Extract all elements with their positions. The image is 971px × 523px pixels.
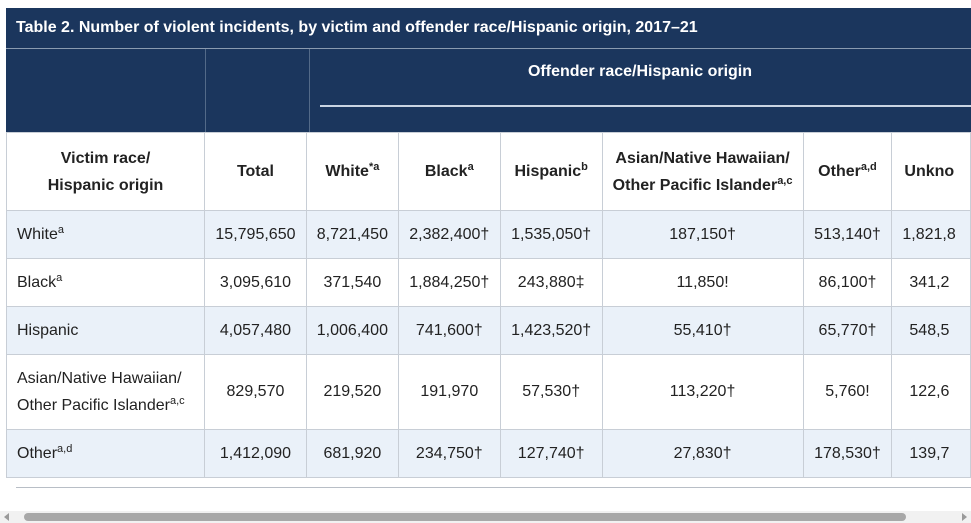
row-label: Whitea — [6, 210, 206, 259]
table-row: Whitea 15,795,650 8,721,450 2,382,400† 1… — [6, 210, 971, 259]
scroll-left-arrow-icon[interactable] — [4, 513, 9, 521]
table-cell: 27,830† — [601, 429, 804, 478]
column-header-unknown: Unkno — [891, 132, 971, 211]
group-header-row: Offender race/Hispanic origin — [6, 49, 971, 132]
table-cell: 513,140† — [802, 210, 893, 259]
table-cell: 1,412,090 — [204, 429, 307, 478]
table-cell: 243,880‡ — [499, 258, 603, 307]
horizontal-scrollbar[interactable] — [0, 511, 971, 523]
table-cell: 548,5 — [891, 306, 971, 355]
table-row: Blacka 3,095,610 371,540 1,884,250† 243,… — [6, 258, 971, 307]
table-cell: 2,382,400† — [397, 210, 501, 259]
table-cell: 187,150† — [601, 210, 804, 259]
column-header-row: Victim race/Hispanic origin Total White*… — [6, 132, 971, 211]
table-cell: 11,850! — [601, 258, 804, 307]
scroll-right-arrow-icon[interactable] — [962, 513, 967, 521]
table-cell: 65,770† — [802, 306, 893, 355]
row-label: Asian/Native Hawaiian/Other Pacific Isla… — [6, 354, 206, 430]
table-cell: 8,721,450 — [305, 210, 399, 259]
header-divider — [309, 49, 310, 132]
table-cell: 3,095,610 — [204, 258, 307, 307]
table-cell: 1,423,520† — [499, 306, 603, 355]
table-cell: 57,530† — [499, 354, 603, 430]
table-cell: 234,750† — [397, 429, 501, 478]
column-header-victim: Victim race/Hispanic origin — [6, 132, 206, 211]
table-cell: 4,057,480 — [204, 306, 307, 355]
table-cell: 829,570 — [204, 354, 307, 430]
table-cell: 178,530† — [802, 429, 893, 478]
table-cell: 5,760! — [802, 354, 893, 430]
table-row: Othera,d 1,412,090 681,920 234,750† 127,… — [6, 429, 971, 478]
table-row: Asian/Native Hawaiian/Other Pacific Isla… — [6, 354, 971, 430]
row-label: Hispanic — [6, 306, 206, 355]
incidents-table: Victim race/Hispanic origin Total White*… — [6, 132, 971, 478]
column-header-white: White*a — [305, 132, 399, 211]
column-header-black: Blacka — [397, 132, 501, 211]
column-header-hispanic: Hispanicb — [499, 132, 603, 211]
table-frame: Table 2. Number of violent incidents, by… — [6, 8, 971, 511]
scrollbar-thumb[interactable] — [24, 513, 906, 521]
table-cell: 1,821,8 — [891, 210, 971, 259]
table-cell: 122,6 — [891, 354, 971, 430]
table-cell: 341,2 — [891, 258, 971, 307]
table-cell: 55,410† — [601, 306, 804, 355]
table-cell: 113,220† — [601, 354, 804, 430]
table-cell: 1,884,250† — [397, 258, 501, 307]
table-cell: 15,795,650 — [204, 210, 307, 259]
table-cell: 191,970 — [397, 354, 501, 430]
row-label: Blacka — [6, 258, 206, 307]
header-divider — [205, 49, 206, 132]
caption-divider — [6, 48, 971, 49]
table-cell: 219,520 — [305, 354, 399, 430]
column-header-total: Total — [204, 132, 307, 211]
table-cell: 1,006,400 — [305, 306, 399, 355]
column-header-asian: Asian/Native Hawaiian/Other Pacific Isla… — [601, 132, 804, 211]
table-bottom-rule — [16, 487, 971, 488]
table-row: Hispanic 4,057,480 1,006,400 741,600† 1,… — [6, 306, 971, 355]
table-caption: Table 2. Number of violent incidents, by… — [6, 8, 971, 48]
table-cell: 127,740† — [499, 429, 603, 478]
table-cell: 86,100† — [802, 258, 893, 307]
table-cell: 681,920 — [305, 429, 399, 478]
table-cell: 1,535,050† — [499, 210, 603, 259]
table-cell: 139,7 — [891, 429, 971, 478]
row-label: Othera,d — [6, 429, 206, 478]
group-header-rule — [320, 105, 971, 107]
table-cell: 371,540 — [305, 258, 399, 307]
column-header-other: Othera,d — [802, 132, 893, 211]
table-cell: 741,600† — [397, 306, 501, 355]
offender-group-header: Offender race/Hispanic origin — [527, 63, 753, 80]
